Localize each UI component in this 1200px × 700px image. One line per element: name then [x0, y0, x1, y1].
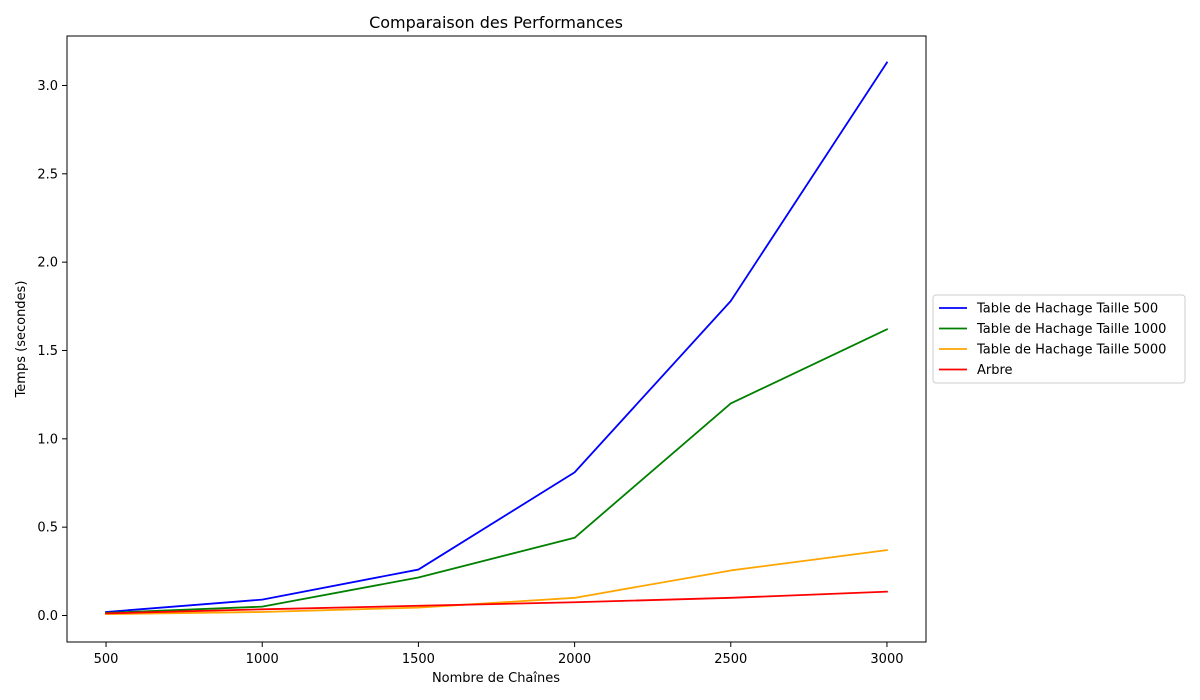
x-tick-label: 1500	[402, 652, 435, 667]
legend-label: Arbre	[977, 363, 1013, 378]
y-tick-label: 1.5	[37, 344, 58, 359]
x-tick-label: 1000	[246, 652, 279, 667]
chart-title: Comparaison des Performances	[369, 13, 623, 32]
y-ticks: 0.0 0.5 1.0 1.5 2.0 2.5 3.0	[37, 79, 67, 624]
y-tick-label: 0.0	[37, 609, 58, 624]
x-tick-label: 2500	[714, 652, 747, 667]
series-layer	[105, 61, 889, 616]
y-tick-label: 2.5	[37, 167, 58, 182]
legend-box	[932, 294, 1186, 384]
series-line-4	[105, 590, 888, 615]
series-line-1	[105, 61, 889, 613]
y-tick-label: 1.0	[37, 432, 58, 447]
x-tick-label: 2000	[558, 652, 591, 667]
x-axis-label: Nombre de Chaînes	[432, 671, 560, 686]
series-line-2	[105, 328, 889, 614]
x-ticks: 500 1000 1500 2000 2500 3000	[94, 642, 904, 667]
legend-label: Table de Hachage Taille 500	[976, 302, 1158, 317]
legend-label: Table de Hachage Taille 1000	[976, 322, 1166, 337]
legend: Table de Hachage Taille 500 Table de Hach…	[932, 294, 1186, 384]
y-tick-label: 2.0	[37, 256, 58, 271]
legend-label: Table de Hachage Taille 5000	[976, 343, 1166, 358]
x-tick-label: 500	[94, 652, 119, 667]
y-tick-label: 3.0	[37, 79, 58, 94]
plot-area	[66, 35, 927, 643]
series-line-3	[105, 549, 888, 616]
y-axis-label: Temps (secondes)	[14, 281, 29, 399]
x-tick-label: 3000	[870, 652, 903, 667]
y-tick-label: 0.5	[37, 521, 58, 536]
